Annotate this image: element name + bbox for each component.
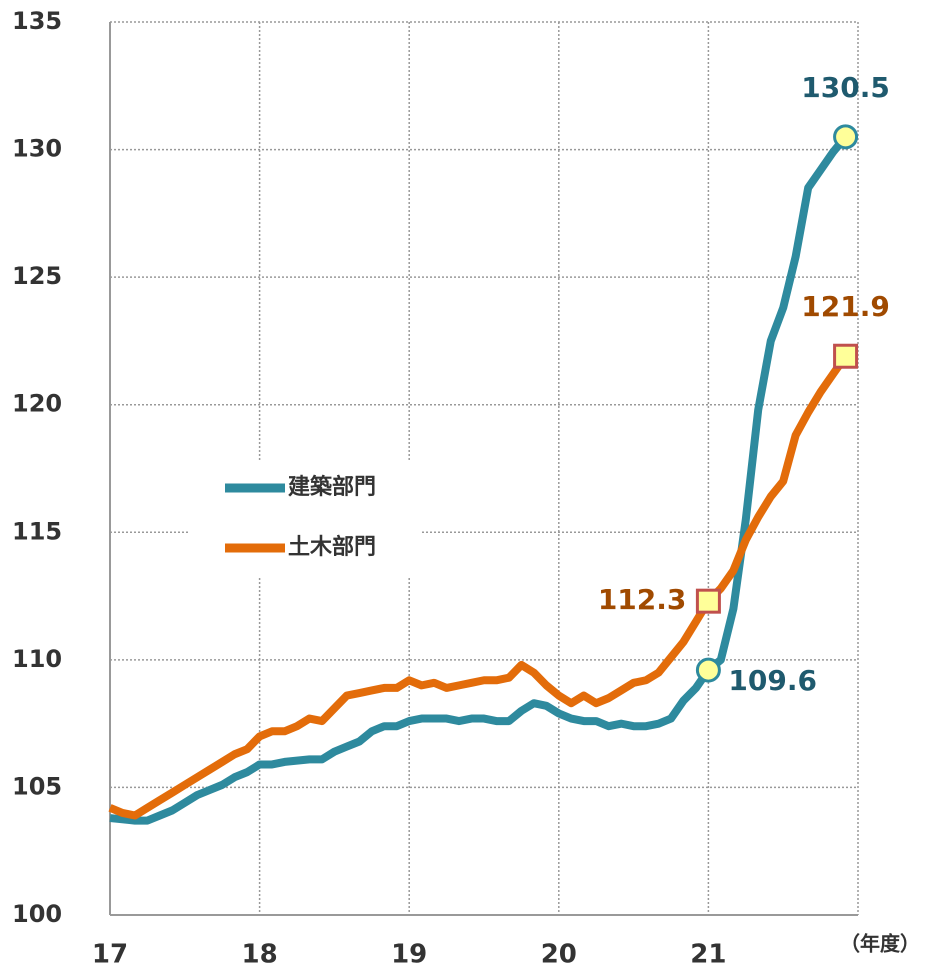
marker (833, 343, 859, 369)
x-tick-label: 21 (690, 940, 726, 970)
marker (695, 588, 721, 614)
x-tick-label: 20 (541, 940, 577, 970)
y-tick-label: 135 (12, 7, 62, 35)
x-tick-label: 19 (391, 940, 427, 970)
x-tick-label: 18 (242, 940, 278, 970)
y-tick-label: 115 (12, 517, 62, 545)
data-label: 109.6 (728, 664, 817, 697)
marker (695, 657, 721, 683)
y-tick-label: 110 (12, 645, 62, 673)
y-tick-label: 105 (12, 772, 62, 800)
legend-background (190, 462, 420, 577)
y-tick-label: 130 (12, 135, 62, 163)
legend-label: 建築部門 (288, 474, 376, 500)
data-label: 121.9 (801, 290, 890, 323)
data-label: 130.5 (801, 71, 890, 104)
x-unit: （年度） (840, 932, 920, 956)
y-tick-label: 120 (12, 390, 62, 418)
data-label: 112.3 (598, 583, 687, 616)
x-tick-label: 17 (92, 940, 128, 970)
line-series (109, 134, 849, 825)
legend-label: 土木部門 (288, 534, 376, 560)
line-series (108, 353, 849, 820)
marker (833, 124, 859, 150)
y-tick-label: 125 (12, 262, 62, 290)
y-tick-label: 100 (12, 900, 62, 928)
